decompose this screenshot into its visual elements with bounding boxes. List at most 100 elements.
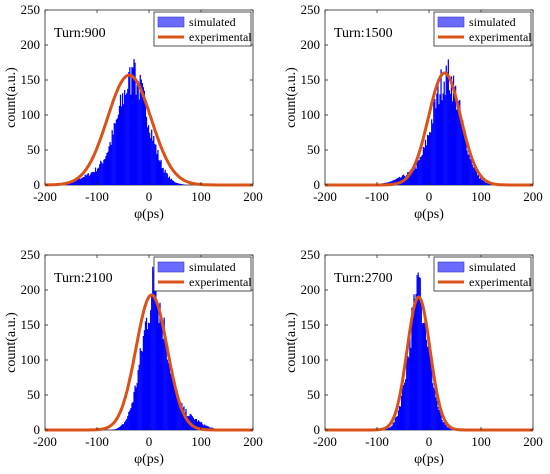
histogram-bar [125,95,127,185]
histogram-bar [408,357,410,430]
histogram-bar [431,119,433,185]
histogram-bar [91,172,94,185]
histogram-bar [139,348,141,430]
histogram-bar [441,100,443,185]
histogram-bar [132,401,134,430]
histogram-bar [396,178,398,185]
histogram-bar [199,422,202,430]
histogram-bar [198,421,201,430]
histogram-bar [196,421,199,430]
histogram-bar [159,302,161,430]
histogram-bar [202,424,204,430]
histogram-bar [469,159,471,185]
histogram-bar [176,182,178,185]
histogram-bar [166,359,168,430]
histogram-bar [445,65,447,185]
histogram-bar [180,402,182,430]
histogram-bar [429,347,431,430]
histogram-bar [415,294,417,430]
panel-4: -200 -100 0 100 200 0 50 100 150 200 250 φ(ps) count… [284,247,543,467]
histogram-bar [177,394,179,430]
histogram-bar [197,420,200,430]
histogram-bar [145,116,148,185]
histogram-bar [99,164,101,185]
histogram-bar [158,323,160,430]
histogram-bar [160,159,162,185]
histogram-bar [134,385,136,430]
histogram-bar [190,414,192,430]
histogram-bar [163,317,165,430]
histogram-bar [419,277,421,430]
x-tick-label: 0 [146,189,153,204]
histogram-bar [481,179,483,185]
histogram-bar [423,322,426,430]
y-tick-label: 0 [34,177,41,192]
y-tick-label: 50 [27,142,40,157]
simulated-histogram [52,59,185,186]
histogram-bar [478,178,481,185]
histogram-bar [440,69,442,185]
y-tick-label: 50 [307,142,320,157]
histogram-bar [444,95,446,185]
histogram-bar [118,105,121,185]
histogram-bar [443,422,445,430]
histogram-bar [488,183,490,185]
histogram-bar [397,177,400,185]
histogram-bar [116,428,118,430]
y-tick-label: 0 [314,422,321,437]
histogram-bar [133,59,135,185]
histogram-bar [151,293,153,430]
histogram-bar [142,87,144,185]
histogram-bar [171,180,174,185]
histogram-bar [429,132,431,185]
histogram-bar [421,323,423,430]
histogram-bar [453,87,456,185]
histogram-bar [127,415,129,430]
histogram-bar [79,178,81,185]
histogram-bar [76,179,78,185]
histogram-bar [146,127,149,185]
histogram-bar [447,59,449,185]
x-tick-label: -200 [313,434,337,449]
turn-label: Turn:2100 [54,271,113,286]
y-axis-label: count(a.u.) [284,67,299,128]
histogram-bar [147,322,150,430]
histogram-bar [395,416,397,430]
histogram-bar [127,88,129,185]
histogram-bar [184,412,186,430]
histogram-bar [415,168,417,185]
histogram-bar [152,266,154,430]
histogram-bar [176,389,178,430]
y-tick-label: 100 [301,352,321,367]
histogram-bar [150,137,152,185]
histogram-bar [168,362,170,430]
y-tick-label: 100 [21,352,41,367]
histogram-bar [78,177,80,185]
x-tick-label: 100 [191,189,211,204]
histogram-bar [396,416,398,430]
histogram-bar [426,346,429,430]
histogram-bar [438,104,440,185]
histogram-bar [203,425,205,430]
histogram-bar [128,72,130,185]
histogram-bar [405,379,407,430]
histogram-bar [94,167,97,185]
y-tick-label: 150 [301,317,321,332]
histogram-bar [462,120,464,185]
experimental-curve [325,295,533,432]
histogram-bar [435,397,437,430]
histogram-bar [156,154,158,185]
histogram-bar [472,167,474,185]
histogram-bar [114,123,116,185]
y-tick-label: 200 [21,37,41,52]
histogram-bar [194,419,196,430]
histogram-bar [191,416,193,430]
histogram-bar [182,407,184,430]
histogram-bar [81,177,83,185]
histogram-bar [162,339,164,430]
histogram-bar [487,183,489,185]
histogram-bar [105,156,107,185]
histogram-bar [430,132,432,185]
histogram-bar [413,170,415,185]
